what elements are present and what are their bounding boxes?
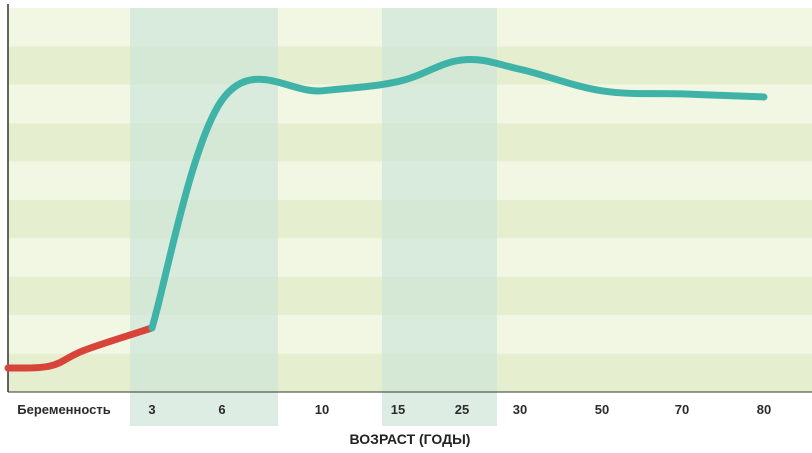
x-tick-label: 80 (757, 402, 771, 417)
curve-prenatal (4, 324, 156, 372)
x-tick-label: 6 (218, 402, 225, 417)
x-tick-label: 50 (595, 402, 609, 417)
x-tick-label: 10 (315, 402, 329, 417)
x-tick-labels: Беременность 3 6 10 15 25 30 50 70 80 (17, 402, 771, 417)
x-tick-label: 15 (391, 402, 405, 417)
highlight-band (382, 8, 497, 426)
curve-postnatal (148, 56, 768, 332)
highlight-band (130, 8, 278, 426)
x-tick-label: 30 (513, 402, 527, 417)
x-tick-label: 70 (675, 402, 689, 417)
x-tick-label: 3 (148, 402, 155, 417)
x-tick-label: 25 (455, 402, 469, 417)
growth-curves (4, 56, 768, 372)
x-tick-label: Беременность (17, 402, 110, 417)
x-axis-label: ВОЗРАСТ (ГОДЫ) (350, 431, 471, 447)
